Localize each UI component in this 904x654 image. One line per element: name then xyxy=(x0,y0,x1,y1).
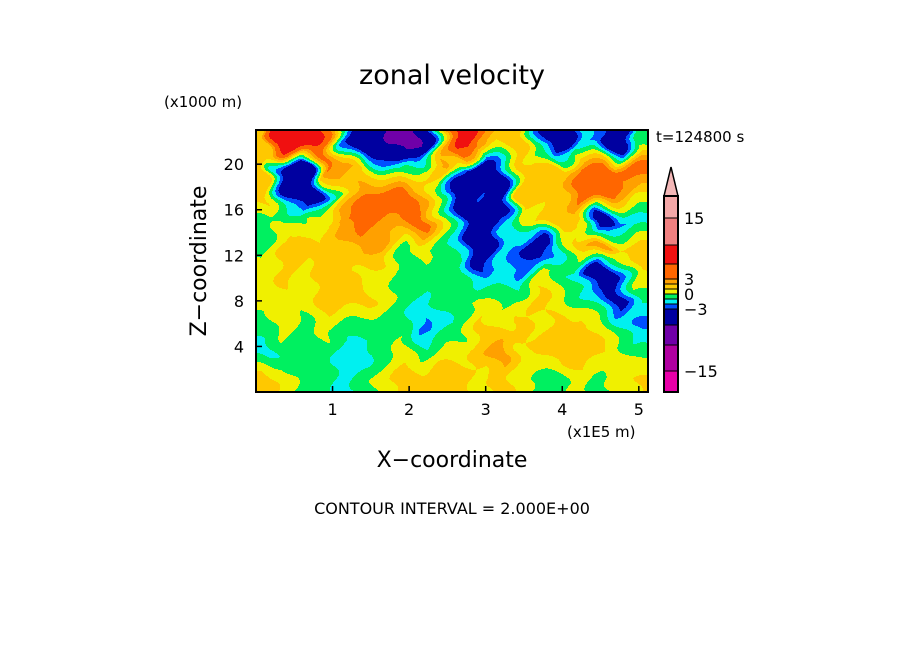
contour-interval-note: CONTOUR INTERVAL = 2.000E+00 xyxy=(314,499,590,518)
colorbar-band xyxy=(663,303,679,310)
colorbar-band xyxy=(663,278,679,285)
colorbar-band xyxy=(663,244,679,265)
colorbar-band xyxy=(663,195,679,219)
x-axis-unit: (x1E5 m) xyxy=(567,423,636,441)
contour-field xyxy=(256,130,648,392)
y-tick-label: 8 xyxy=(234,292,244,311)
colorbar-band xyxy=(663,217,679,246)
y-tick-label: 20 xyxy=(224,155,244,174)
colorbar-frame xyxy=(663,195,679,393)
colorbar-label: 15 xyxy=(684,209,704,228)
x-tick-label: 2 xyxy=(404,400,414,419)
y-tick-label: 16 xyxy=(224,201,244,220)
colorbar-band xyxy=(663,283,679,290)
x-tick-label: 3 xyxy=(481,400,491,419)
chart-title: zonal velocity xyxy=(359,60,545,91)
y-tick-label: 12 xyxy=(224,246,244,265)
colorbar-band xyxy=(663,370,679,393)
y-axis-unit: (x1000 m) xyxy=(164,93,243,111)
colorbar-label: 0 xyxy=(684,285,694,304)
x-axis-label: X−coordinate xyxy=(376,448,528,473)
y-tick-label: 4 xyxy=(234,337,244,356)
colorbar-band xyxy=(663,344,679,372)
colorbar-band xyxy=(663,288,679,295)
x-tick-label: 1 xyxy=(327,400,337,419)
colorbar-band xyxy=(663,324,679,346)
colorbar-band xyxy=(663,308,679,326)
colorbar-extend-triangle xyxy=(663,166,679,197)
colorbar-band xyxy=(663,298,679,305)
colorbar-band xyxy=(663,263,679,280)
x-tick-label: 4 xyxy=(557,400,567,419)
colorbar-label: −3 xyxy=(684,300,708,319)
colorbar-label: −15 xyxy=(684,362,718,381)
time-label: t=124800 s xyxy=(656,128,745,146)
colorbar-label: 3 xyxy=(684,270,694,289)
colorbar-band xyxy=(663,293,679,300)
y-axis-label: Z−coordinate xyxy=(187,185,212,337)
x-tick-label: 5 xyxy=(634,400,644,419)
